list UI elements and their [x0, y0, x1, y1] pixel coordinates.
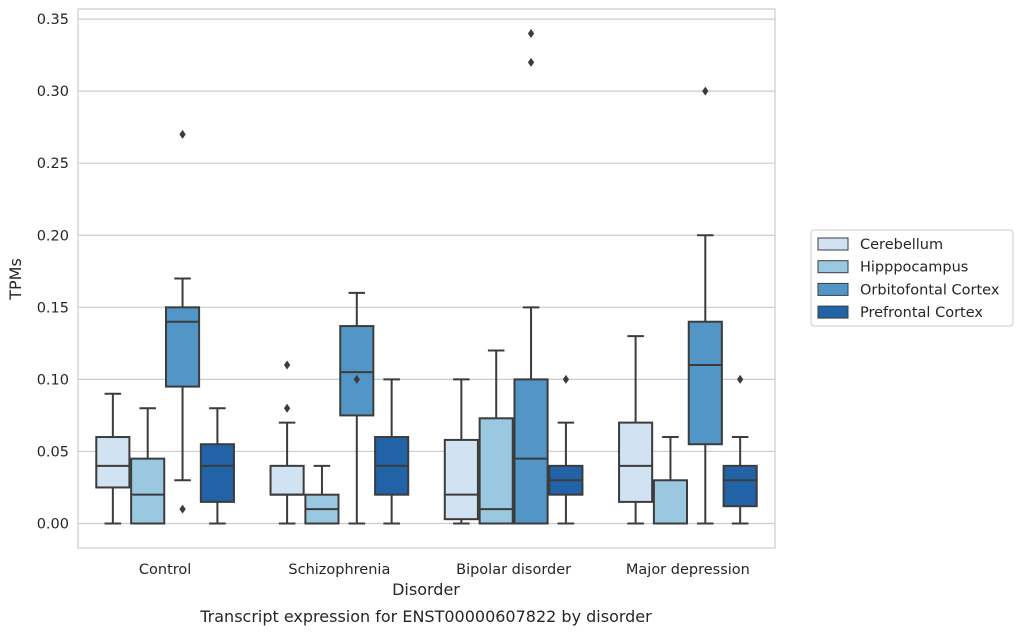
- outlier-point: [179, 504, 186, 514]
- box: [722, 464, 758, 508]
- y-tick-label: 0.30: [37, 84, 69, 100]
- box-group: [513, 29, 549, 525]
- boxes: [95, 29, 758, 525]
- box-group: [339, 291, 375, 525]
- x-tick-labels: Control Schizophrenia Bipolar disorder Majo…: [139, 562, 750, 578]
- outlier-point: [527, 29, 535, 38]
- box-group: [130, 407, 166, 525]
- box: [164, 306, 201, 388]
- box-group: [687, 86, 723, 525]
- box: [199, 443, 235, 503]
- legend-swatch: [817, 305, 849, 319]
- legend-swatch: [817, 260, 849, 274]
- y-tick-label: 0.20: [37, 228, 69, 244]
- legend-label: Orbitofontal Cortex: [860, 282, 1000, 298]
- legend-swatch: [817, 237, 849, 251]
- box: [339, 325, 375, 417]
- box-group: [443, 378, 479, 525]
- outlier-point: [527, 57, 535, 67]
- box: [130, 457, 166, 525]
- x-tick-label: Bipolar disorder: [456, 562, 571, 578]
- box-group: [374, 378, 410, 525]
- outlier-point: [562, 374, 570, 384]
- box: [269, 464, 305, 496]
- box: [443, 438, 479, 521]
- outlier-point: [283, 360, 291, 370]
- legend-label: Prefrontal Cortex: [860, 305, 983, 321]
- chart-title: Transcript expression for ENST0000060782…: [199, 607, 652, 626]
- legend-label: Hipppocampus: [860, 260, 968, 276]
- y-tick-label: 0.00: [37, 517, 69, 533]
- y-axis-label: TPMs: [6, 258, 25, 301]
- y-tick-label: 0.15: [37, 300, 69, 316]
- box: [95, 436, 131, 489]
- legend: Cerebellum Hipppocampus Orbitofontal Corte…: [810, 229, 1014, 327]
- legend-swatch: [817, 282, 849, 296]
- box: [687, 320, 723, 446]
- box: [478, 417, 514, 525]
- box: [618, 421, 654, 503]
- outlier-point: [353, 374, 360, 384]
- box-group: [164, 129, 201, 514]
- box-group: [652, 436, 689, 525]
- x-tick-label: Major depression: [626, 562, 750, 578]
- y-tick-label: 0.10: [37, 372, 69, 388]
- y-tick-label: 0.25: [37, 156, 69, 172]
- box-group: [618, 335, 654, 525]
- legend-label: Cerebellum: [860, 237, 943, 253]
- legend-frame: [810, 229, 1014, 327]
- outlier-point: [179, 129, 186, 139]
- box-group: [548, 374, 584, 525]
- box-group: [269, 360, 305, 525]
- outlier-point: [702, 86, 709, 96]
- outlier-point: [283, 403, 291, 413]
- outlier-point: [737, 374, 744, 384]
- y-tick-label: 0.05: [37, 444, 69, 460]
- plot-area: [77, 8, 776, 549]
- box-group: [304, 464, 340, 525]
- y-tick-labels: 0.00 0.05 0.10 0.15 0.20 0.25 0.30 0.35: [37, 12, 69, 532]
- box-group: [95, 392, 131, 525]
- y-tick-label: 0.35: [37, 12, 69, 28]
- box-group: [199, 407, 235, 525]
- box-group: [478, 349, 514, 525]
- x-tick-label: Schizophrenia: [288, 562, 390, 578]
- x-axis-label: Disorder: [392, 580, 460, 599]
- box-group: [722, 374, 758, 525]
- x-tick-label: Control: [139, 562, 191, 578]
- box: [513, 378, 549, 525]
- box: [652, 479, 689, 525]
